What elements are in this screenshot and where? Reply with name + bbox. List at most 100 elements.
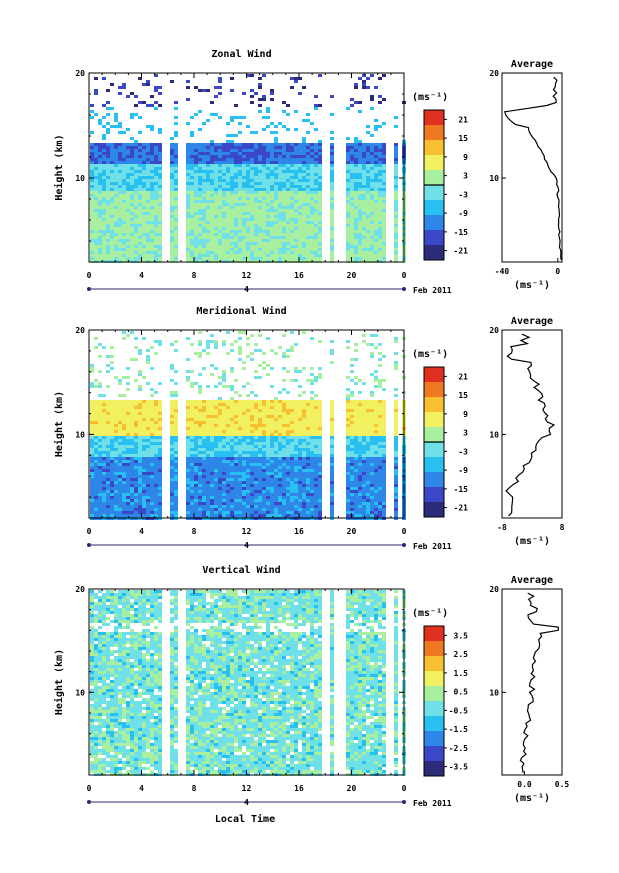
x-tick-label: 16 (294, 784, 304, 793)
colorbar-tick-label: 15 (458, 391, 468, 400)
profile-y-tick-label: 20 (489, 585, 499, 594)
colorbar-tick-label: -21 (454, 504, 469, 513)
x-tick-label: 4 (139, 271, 144, 280)
colorbar-tick-label: -3 (458, 447, 468, 456)
colorbar-segment (424, 382, 444, 397)
profile-title: Average (511, 575, 553, 586)
colorbar-frame (423, 625, 445, 777)
profile-x-tick-label: 0.5 (555, 780, 570, 789)
colorbar-tick-label: 15 (458, 134, 468, 143)
profile-panel (501, 329, 563, 519)
colorbar-unit: (ms⁻¹) (412, 92, 448, 103)
colorbar-segment (424, 761, 444, 776)
colorbar-tick-label: -21 (454, 247, 469, 256)
x-tick-label: 0 (402, 271, 407, 280)
colorbar-segment (424, 641, 444, 656)
x-tick-label: 0 (87, 784, 92, 793)
x-tick-label: 20 (347, 271, 357, 280)
colorbar-segment (424, 140, 444, 155)
colorbar-segment (424, 731, 444, 746)
day-bar-end (87, 287, 91, 291)
colorbar-segment (424, 155, 444, 170)
x-tick-label: 0 (87, 527, 92, 536)
y-tick-label: 10 (75, 174, 85, 183)
profile-y-tick-label: 10 (489, 688, 499, 697)
profile-frame (501, 72, 563, 263)
profile-curve (504, 76, 562, 260)
day-bar-end (402, 800, 406, 804)
panel-title: Zonal Wind (211, 48, 271, 60)
y-tick-label: 20 (75, 69, 85, 78)
x-tick-label: 12 (242, 527, 252, 536)
colorbar-tick-label: 21 (458, 372, 468, 381)
colorbar-segment (424, 185, 444, 200)
colorbar-segment (424, 701, 444, 716)
profile-title: Average (511, 59, 553, 70)
date-label: Feb 2011 (413, 286, 452, 295)
colorbar-tick-label: 9 (463, 153, 468, 162)
day-marker: 4 (244, 798, 249, 807)
y-axis-label: Height (km) (53, 391, 65, 457)
colorbar-tick-label: 21 (458, 115, 468, 124)
colorbar-tick-label: -3 (458, 190, 468, 199)
y-tick-label: 10 (75, 688, 85, 697)
colorbar-tick-label: 0.5 (454, 688, 469, 697)
colorbar-segment (424, 457, 444, 472)
colorbar-segment (424, 502, 444, 517)
colorbar-segment (424, 671, 444, 686)
y-axis-label: Height (km) (53, 649, 65, 715)
y-axis-label: Height (km) (53, 134, 65, 200)
profile-curve (505, 333, 556, 517)
profile-y-tick-label: 20 (489, 69, 499, 78)
colorbar-unit: (ms⁻¹) (412, 349, 448, 360)
colorbar-segment (424, 746, 444, 761)
colorbar-tick-label: 9 (463, 410, 468, 419)
panel-title: Vertical Wind (202, 564, 280, 576)
profile-frame (501, 329, 563, 519)
profile-y-tick-label: 10 (489, 430, 499, 439)
day-bar-end (87, 543, 91, 547)
profile-unit: (ms⁻¹) (514, 536, 550, 547)
colorbar-segment (424, 125, 444, 140)
colorbar-tick-label: -9 (458, 466, 468, 475)
profile-curve (519, 592, 559, 773)
y-tick-label: 20 (75, 326, 85, 335)
x-tick-label: 16 (294, 527, 304, 536)
profile-panel (501, 588, 563, 776)
heatmap-field (90, 74, 406, 263)
date-label: Feb 2011 (413, 542, 452, 551)
date-label: Feb 2011 (413, 799, 452, 808)
heatmap-field (90, 331, 406, 520)
colorbar-segment (424, 215, 444, 230)
colorbar-segment (424, 245, 444, 260)
colorbar-segment (424, 230, 444, 245)
profile-unit: (ms⁻¹) (514, 280, 550, 291)
profile-x-tick-label: -40 (495, 267, 510, 276)
x-tick-label: 8 (192, 527, 197, 536)
x-tick-label: 20 (347, 527, 357, 536)
colorbar-segment (424, 686, 444, 701)
colorbar-tick-label: 3 (463, 172, 468, 181)
y-tick-label: 20 (75, 585, 85, 594)
colorbar-tick-label: -15 (454, 485, 469, 494)
x-tick-label: 4 (139, 527, 144, 536)
panel-title: Meridional Wind (196, 305, 286, 317)
profile-unit: (ms⁻¹) (514, 793, 550, 804)
colorbar-segment (424, 427, 444, 442)
colorbar-tick-label: 3.5 (454, 631, 469, 640)
colorbar-segment (424, 170, 444, 185)
x-tick-label: 0 (402, 527, 407, 536)
colorbar-tick-label: 3 (463, 429, 468, 438)
day-bar-end (87, 800, 91, 804)
colorbar-segment (424, 367, 444, 382)
colorbar-segment (424, 200, 444, 215)
profile-y-tick-label: 10 (489, 174, 499, 183)
profile-frame (501, 588, 563, 776)
x-axis-label: Local Time (215, 813, 275, 825)
colorbar-tick-label: -9 (458, 209, 468, 218)
colorbar-segment (424, 110, 444, 125)
profile-title: Average (511, 316, 553, 327)
profile-x-tick-label: 8 (560, 523, 565, 532)
colorbar-tick-label: -1.5 (449, 725, 468, 734)
x-tick-label: 8 (192, 271, 197, 280)
